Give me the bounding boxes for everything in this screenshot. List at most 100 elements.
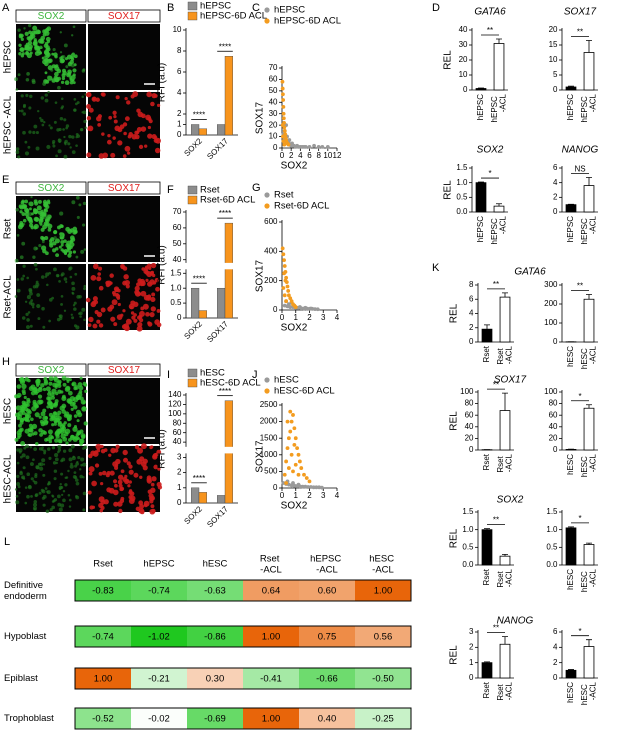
cell (71, 287, 75, 291)
cell (26, 455, 30, 459)
micrograph (88, 24, 160, 90)
cell (114, 119, 118, 123)
cell (42, 124, 45, 127)
significance-label: ** (577, 282, 583, 291)
cell (41, 245, 46, 250)
cell (141, 126, 146, 131)
y-tick-label: 60 (549, 410, 558, 419)
y-tick-label: 600 (264, 217, 278, 226)
y-tick-label: 0 (273, 143, 278, 152)
cell (74, 273, 77, 276)
cell (86, 104, 91, 109)
cell (20, 456, 23, 459)
cell (36, 381, 41, 386)
cell (34, 508, 36, 510)
row-label: hESC (3, 398, 14, 424)
x-tick-label: hEPSC (566, 94, 575, 120)
cell (20, 406, 25, 411)
cell-label: -0.74 (148, 586, 170, 597)
point (287, 466, 291, 470)
error-bar (502, 293, 508, 297)
cell (110, 317, 115, 322)
y-axis-label: REL (443, 180, 454, 200)
cell (121, 469, 125, 473)
cell (54, 402, 58, 406)
y-tick-label: 0 (177, 130, 182, 139)
cell (74, 414, 78, 418)
bar (584, 647, 594, 678)
x-tick-label: Rset -ACL (496, 568, 514, 587)
cell-label: 0.56 (374, 632, 393, 643)
cell (101, 308, 106, 313)
y-tick-label: 4 (469, 309, 474, 318)
cell (21, 109, 24, 112)
x-tick-label: hESC (566, 346, 575, 367)
cell (16, 482, 20, 486)
panel-label: I (167, 369, 170, 381)
cell (71, 382, 76, 387)
cell (26, 277, 29, 280)
cell (59, 246, 62, 249)
cell (80, 377, 83, 380)
y-tick-label: 40 (459, 25, 468, 34)
cell (17, 28, 20, 31)
cell (137, 322, 142, 327)
cell (19, 472, 23, 476)
cell (70, 235, 75, 240)
cell (72, 456, 76, 460)
significance-label: **** (193, 474, 205, 483)
cell (71, 34, 73, 36)
cell (54, 469, 57, 472)
y-tick-label: 0 (469, 673, 474, 682)
x-tick-label: Rset (482, 345, 491, 362)
cell (41, 458, 45, 462)
cell (20, 255, 24, 259)
cell (147, 294, 151, 298)
cell (114, 484, 118, 488)
point (284, 299, 288, 303)
legend-swatch (188, 2, 197, 10)
cell (64, 277, 68, 281)
cell (79, 475, 83, 479)
y-tick-label: 20 (459, 55, 468, 64)
x-tick-label: 2 (307, 491, 312, 500)
cell (43, 121, 45, 123)
cell (148, 489, 153, 494)
y-tick-label: 1.0 (462, 525, 474, 534)
x-tick-label: 1 (294, 491, 299, 500)
cell (60, 233, 64, 237)
cell (60, 117, 63, 120)
cell (70, 465, 74, 469)
point (290, 142, 294, 146)
cell (88, 317, 93, 322)
point (297, 483, 301, 487)
cell (48, 434, 53, 439)
cell (26, 495, 30, 499)
cell (53, 52, 57, 56)
cell (59, 440, 63, 444)
cell (44, 216, 48, 220)
y-axis-label: REL (449, 645, 460, 665)
point (291, 481, 295, 485)
cell (33, 500, 37, 504)
cell (61, 295, 64, 298)
error-bar (502, 393, 508, 410)
x-tick-label: hESC -ACL (580, 345, 598, 369)
cell (37, 110, 39, 112)
cell (21, 94, 24, 97)
cell (23, 105, 26, 108)
cell (57, 274, 60, 277)
cell (107, 471, 111, 475)
cell (57, 451, 60, 454)
cell (61, 494, 63, 496)
y-tick-label: 80 (465, 399, 474, 408)
cell (141, 443, 147, 449)
cell (27, 53, 32, 58)
cell (82, 463, 86, 467)
cell (57, 86, 61, 90)
cell (41, 307, 45, 311)
cell (121, 265, 125, 269)
cell (45, 93, 48, 96)
cell (59, 314, 63, 318)
cell (151, 263, 156, 268)
